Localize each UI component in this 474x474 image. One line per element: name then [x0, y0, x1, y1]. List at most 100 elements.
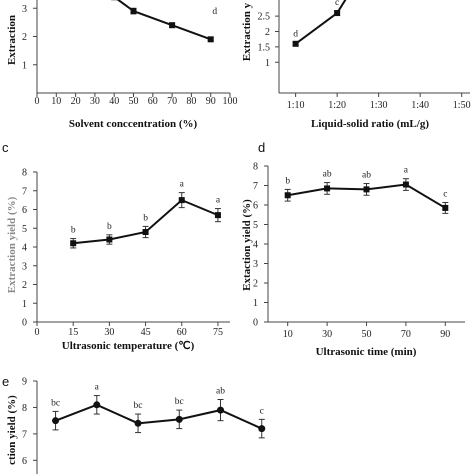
- panel-d-ytick-label: 5: [253, 220, 258, 231]
- panel-c-data-point: [178, 197, 185, 204]
- panel-c-data-point: [142, 229, 149, 235]
- panel-c-ytick-label: 4: [22, 243, 27, 254]
- panel-d-ytick-label: 0: [253, 318, 258, 329]
- panel-c-xtick-label: 60: [177, 327, 187, 338]
- panel-b-xtick-label: 1:30: [370, 100, 388, 111]
- panel-d-ytick-label: 2: [253, 279, 258, 290]
- panel-a-xtick-label: 10: [51, 96, 61, 107]
- panel-e-ytick-label: 8: [22, 403, 27, 414]
- panel-a-xtick-label: 0: [35, 96, 40, 107]
- panel-c-xtick-label: 75: [213, 327, 223, 338]
- panel-d-ytick-label: 3: [253, 259, 258, 270]
- panel-e-significance-label: bc: [175, 397, 184, 407]
- panel-b-significance-label: d: [293, 29, 298, 39]
- panel-c-xlabel: Ultrasonic temperature (℃): [62, 340, 195, 352]
- panel-d-label: d: [258, 140, 265, 155]
- panel-e-data-point: [93, 401, 101, 409]
- panel-c-ytick-label: 2: [22, 280, 27, 291]
- panel-d-xtick-label: 50: [362, 329, 372, 340]
- panel-d-xtick-label: 90: [440, 329, 450, 340]
- panel-c-data-point: [70, 240, 77, 247]
- panel-d-xtick-label: 70: [401, 329, 411, 340]
- panel-a-xlabel: Solvent conccentration (%): [69, 118, 198, 130]
- panel-a-series-line: [116, 0, 212, 41]
- panel-b-data-point: [292, 40, 299, 47]
- panel-b-ytick-label: 2: [265, 27, 270, 38]
- panel-e-data-point: [134, 419, 142, 427]
- panel-c-significance-label: b: [143, 213, 148, 223]
- panel-d-ytick-label: 8: [253, 162, 258, 173]
- panel-c-ytick-label: 1: [22, 299, 27, 310]
- panel-a-xtick-label: 90: [206, 96, 216, 107]
- panel-b-xlabel: Liquid-solid ratio (mL/g): [311, 118, 429, 130]
- panel-d-significance-label: c: [443, 189, 447, 199]
- panel-c-ytick-label: 7: [22, 186, 27, 197]
- panel-d-data-point: [402, 181, 409, 188]
- panel-d-data-point: [324, 185, 331, 192]
- panel-b-xtick-label: 1:50: [453, 100, 471, 111]
- panel-c-ytick-label: 8: [22, 168, 27, 179]
- panel-a-xtick-label: 100: [223, 96, 238, 107]
- panel-a-ytick-label: 1: [22, 60, 27, 71]
- panel-b-ylabel: Extraction y: [241, 2, 253, 61]
- panel-c-data-point: [106, 236, 113, 243]
- panel-a-data-point: [130, 8, 137, 15]
- panel-d-data-point: [442, 204, 449, 211]
- panel-d-data-point: [363, 186, 370, 193]
- panel-b-significance-label: c: [335, 0, 339, 8]
- panel-e-significance-label: ab: [216, 387, 225, 397]
- panel-d-xtick-label: 10: [283, 329, 293, 340]
- panel-a-xtick-label: 70: [167, 96, 177, 107]
- panel-e-significance-label: c: [260, 406, 264, 416]
- panel-e-significance-label: a: [95, 383, 100, 393]
- panel-c-significance-label: a: [216, 196, 221, 206]
- panel-c-ytick-label: 0: [22, 318, 27, 329]
- panel-d-ylabel: Extaction yield (%): [241, 199, 253, 291]
- panel-a-data-point: [169, 22, 176, 29]
- panel-e-series-line: [55, 403, 263, 430]
- panel-c-ytick-label: 6: [22, 205, 27, 216]
- panel-a-xtick-label: 60: [148, 96, 158, 107]
- panel-e-data-point: [217, 406, 225, 414]
- panel-d-ytick-label: 1: [253, 298, 258, 309]
- panel-a-ytick-label: 3: [22, 4, 27, 15]
- panel-c-xtick-label: 45: [141, 327, 151, 338]
- panel-e-ytick-label: 9: [22, 377, 27, 388]
- panel-b-xtick-label: 1:10: [287, 100, 305, 111]
- panel-a-xtick-label: 30: [90, 96, 100, 107]
- panel-c-xtick-label: 15: [68, 327, 78, 338]
- panel-b-ytick-label: 1: [265, 58, 270, 69]
- panel-a-ytick-label: 2: [22, 32, 27, 43]
- panel-e-label: e: [2, 374, 9, 389]
- panel-c-xtick-label: 30: [104, 327, 114, 338]
- panel-a-significance-label: d: [212, 7, 217, 17]
- panel-c-ylabel: Extraction yield (%): [6, 196, 18, 293]
- panel-c-significance-label: b: [107, 222, 112, 232]
- panel-d-ytick-label: 4: [253, 240, 258, 251]
- panel-d-ytick-label: 6: [253, 201, 258, 212]
- panel-c-data-point: [214, 212, 221, 219]
- panel-c-significance-label: b: [71, 226, 76, 236]
- panel-c-xtick-label: 0: [35, 327, 40, 338]
- panel-e-ytick-label: 6: [22, 456, 27, 467]
- panel-b-xtick-label: 1:40: [411, 100, 429, 111]
- panel-b-data-point: [334, 10, 341, 17]
- panel-b-series-line: [295, 0, 347, 45]
- panel-c-ytick-label: 3: [22, 261, 27, 272]
- panel-e-significance-label: bc: [51, 398, 60, 408]
- panel-c-ytick-label: 5: [22, 224, 27, 235]
- panel-e-data-point: [175, 415, 183, 423]
- panel-a-xtick-label: 80: [186, 96, 196, 107]
- panel-a-ylabel: Extraction: [6, 15, 18, 65]
- panel-d-xlabel: Ultrasonic time (min): [316, 346, 417, 358]
- panel-e-significance-label: bc: [134, 401, 143, 411]
- panel-d-significance-label: a: [404, 166, 409, 176]
- panel-e-data-point: [52, 417, 60, 425]
- panel-d-significance-label: b: [285, 176, 290, 186]
- panel-b-ytick-label: 2.5: [258, 12, 271, 23]
- panel-d-significance-label: ab: [323, 170, 332, 180]
- panel-d-xtick-label: 30: [322, 329, 332, 340]
- panel-d-data-point: [284, 192, 291, 199]
